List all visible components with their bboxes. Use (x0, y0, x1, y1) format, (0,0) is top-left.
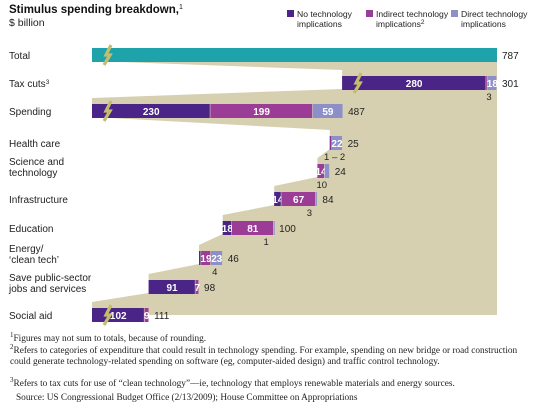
legend-label2-none: implications (297, 19, 342, 29)
chart-subtitle: $ billion (9, 17, 45, 29)
small-value-science-and: 10 (316, 180, 327, 191)
total-social-aid: 111 (154, 311, 170, 322)
bar-education-direct (273, 221, 275, 235)
axis-break-tax-cuts (352, 72, 363, 94)
bar-health-care-indirect (330, 136, 332, 150)
small-value-education: 1 (264, 237, 269, 248)
value-education-none: 18 (222, 224, 234, 235)
axis-break-spending (102, 100, 113, 122)
value-education-indirect: 81 (247, 224, 259, 235)
bar-energy-none (199, 251, 201, 265)
axis-break-social-aid (102, 304, 113, 326)
legend-label2-indirect: implications2 (376, 19, 425, 29)
bar-tax-cuts-direct (487, 76, 497, 90)
bar-science-and-indirect (317, 164, 325, 178)
bar-spending-indirect (210, 104, 313, 118)
value-energy-indirect: 19 (200, 254, 212, 265)
bar-spending-direct (312, 104, 343, 118)
value-social-aid-indirect: 9 (144, 311, 150, 322)
total-total: 787 (502, 51, 519, 62)
total-science-and: 24 (335, 167, 347, 178)
small-value-energy: 4 (212, 267, 217, 278)
row-label-education: Education (9, 224, 53, 235)
value-infrastructure-none: 14 (272, 195, 284, 206)
row-label-social-aid: Social aid (9, 311, 52, 322)
bar-infrastructure-direct (315, 192, 317, 206)
row-label-health-care: Health care (9, 139, 61, 150)
bar-social-aid-none (92, 308, 144, 322)
total-energy: 46 (228, 254, 240, 265)
bar-save-public-sector-indirect (195, 280, 199, 294)
value-infrastructure-indirect: 67 (293, 195, 305, 206)
bar-social-aid-indirect (144, 308, 149, 322)
source-note: Source: US Congressional Budget Office (… (16, 393, 358, 403)
footnote-3: 3Refers to tax cuts for use of “clean te… (10, 376, 455, 390)
value-energy-direct: 23 (211, 254, 223, 265)
value-tax-cuts-direct: 18 (487, 79, 499, 90)
bar-infrastructure-none (274, 192, 281, 206)
value-spending-none: 230 (143, 107, 160, 118)
bar-energy-direct (210, 251, 223, 265)
chart-title: Stimulus spending breakdown,1 (9, 4, 183, 16)
bar-save-public-sector-none (148, 280, 195, 294)
small-value-health-care: 1 – 2 (324, 152, 345, 163)
legend-swatch-direct (451, 10, 458, 17)
bar-energy-indirect (201, 251, 211, 265)
small-value-tax-cuts: 3 (486, 92, 491, 103)
value-tax-cuts-none: 280 (406, 79, 423, 90)
value-spending-direct: 59 (322, 107, 334, 118)
footnote-1: 1Figures may not sum to totals, because … (10, 331, 207, 345)
value-science-and-indirect: 14 (315, 167, 327, 178)
waterfall-chart: Stimulus spending breakdown,1 $ billion … (8, 4, 528, 326)
row-label-save-public-sector: Save public-sector (9, 273, 92, 284)
small-value-infrastructure: 3 (307, 208, 312, 219)
legend-label2-direct: implications (461, 19, 506, 29)
value-save-public-sector-none: 91 (166, 283, 178, 294)
value-spending-indirect: 199 (253, 107, 270, 118)
row-label-energy: Energy/ (9, 244, 44, 255)
bar-tax-cuts-none (342, 76, 486, 90)
bar-education-none (222, 221, 232, 235)
bar-infrastructure-indirect (281, 192, 316, 206)
legend-label-indirect: Indirect technology (376, 9, 449, 19)
legend-swatch-indirect (366, 10, 373, 17)
row-label2-save-public-sector: jobs and services (8, 284, 86, 295)
total-tax-cuts: 301 (502, 79, 519, 90)
row-label-infrastructure: Infrastructure (9, 195, 68, 206)
legend-swatch-none (287, 10, 294, 17)
row-label-spending: Spending (9, 107, 51, 118)
row-label-science-and: Science and (9, 157, 64, 168)
total-education: 100 (279, 224, 296, 235)
bar-spending-none (92, 104, 210, 118)
legend-label-none: No technology (297, 9, 353, 19)
row-label-total: Total (9, 51, 30, 62)
total-health-care: 25 (348, 139, 360, 150)
bar-science-and-direct (324, 164, 330, 178)
value-save-public-sector-indirect: 7 (194, 283, 200, 294)
bar-health-care-direct (331, 136, 343, 150)
bar-tax-cuts-indirect (486, 76, 488, 90)
value-health-care-direct: 22 (331, 139, 343, 150)
row-label2-energy: ‘clean tech’ (9, 255, 59, 266)
footnote-2: 2Refers to categories of expenditure tha… (10, 343, 518, 368)
bar-total (92, 48, 497, 62)
axis-break-total (102, 44, 113, 66)
bar-health-care-none (329, 136, 331, 150)
bar-education-indirect (231, 221, 274, 235)
staircase-background (92, 55, 497, 315)
value-social-aid-none: 102 (110, 311, 127, 322)
legend-label-direct: Direct technology (461, 9, 528, 19)
total-save-public-sector: 98 (204, 283, 216, 294)
row-label-tax-cuts: Tax cuts3 (9, 79, 50, 90)
row-label2-science-and: technology (9, 168, 57, 179)
total-spending: 487 (348, 107, 365, 118)
total-infrastructure: 84 (322, 195, 334, 206)
